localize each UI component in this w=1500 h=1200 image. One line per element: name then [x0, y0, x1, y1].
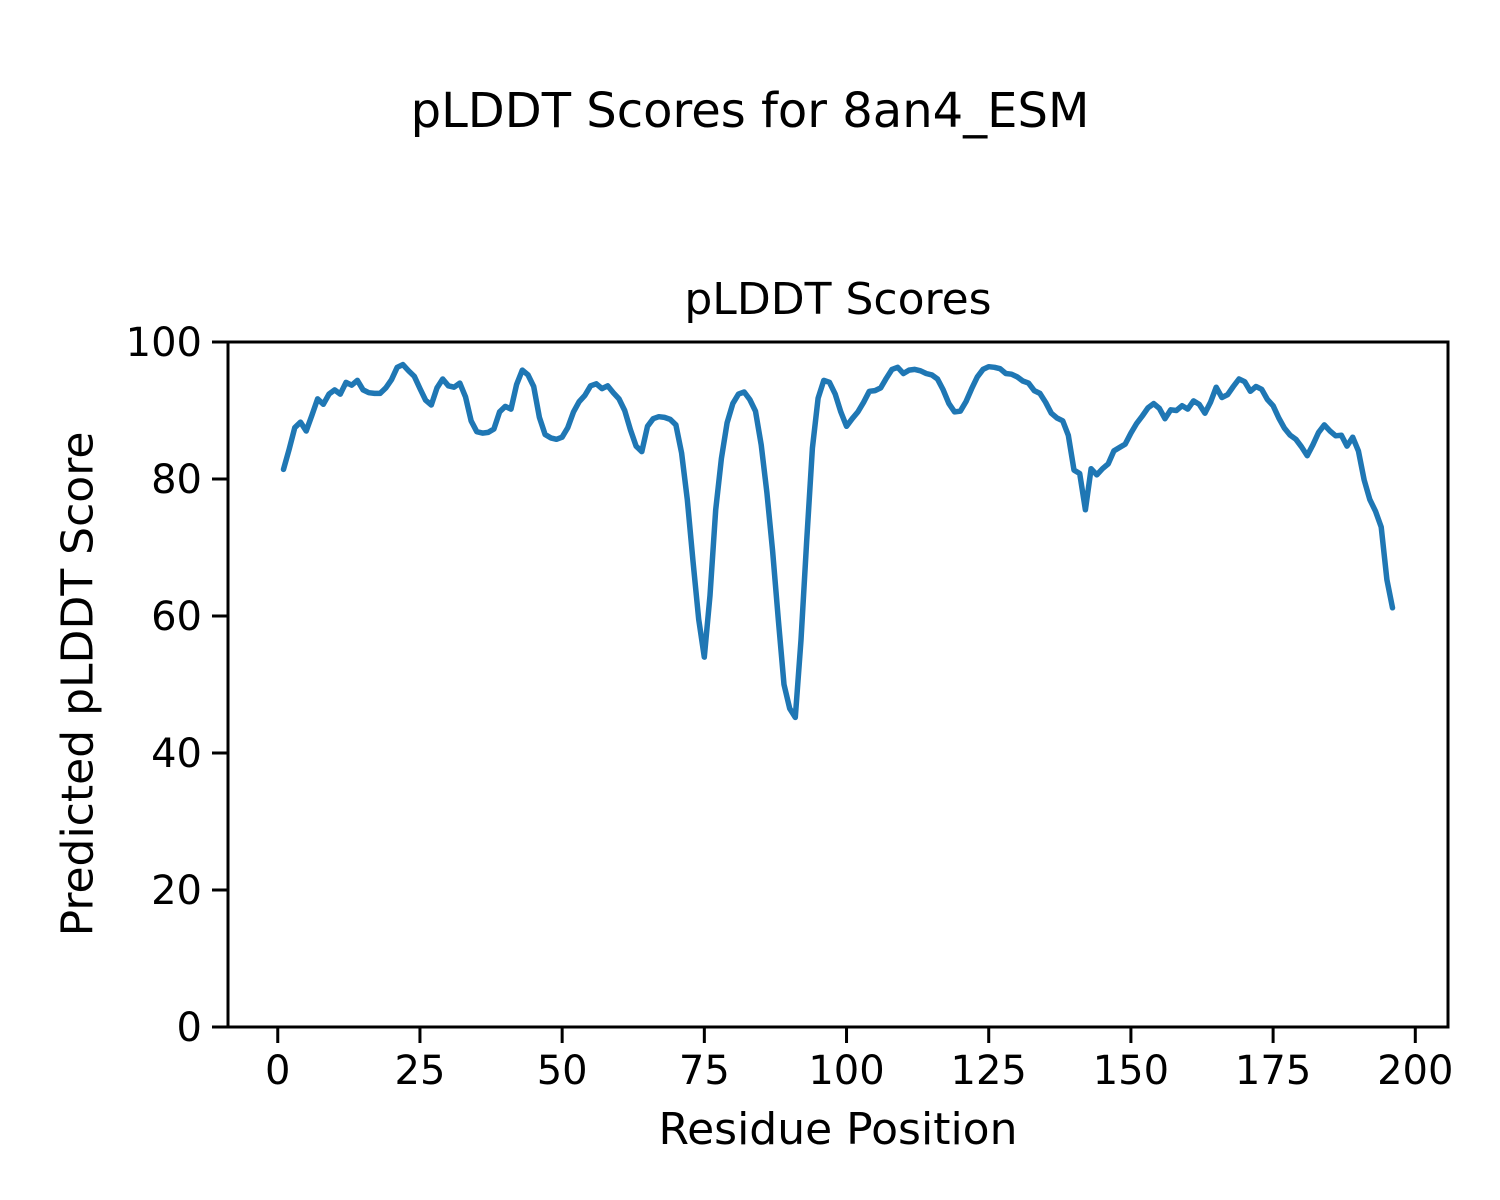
x-axis-label: Residue Position	[658, 1104, 1018, 1155]
x-tick-label: 175	[1235, 1048, 1311, 1094]
y-axis-label: Predicted pLDDT Score	[52, 431, 104, 937]
x-tick-label: 200	[1377, 1048, 1453, 1094]
y-tick-label: 0	[177, 1005, 202, 1051]
x-tick-label: 50	[537, 1048, 588, 1094]
plddt-line	[280, 361, 1396, 721]
figure-suptitle: pLDDT Scores for 8an4_ESM	[410, 83, 1090, 139]
y-tick-label: 40	[151, 731, 202, 777]
x-tick-label: 75	[679, 1048, 730, 1094]
y-tick-label: 20	[151, 868, 202, 914]
y-tick-label: 100	[126, 320, 202, 366]
x-tick-label: 0	[265, 1048, 290, 1094]
x-tick-label: 150	[1093, 1048, 1169, 1094]
x-tick-label: 125	[951, 1048, 1027, 1094]
axes-spines	[226, 340, 1450, 1029]
x-tick-label: 100	[808, 1048, 884, 1094]
y-tick-label: 80	[151, 457, 202, 503]
x-tick-label: 25	[395, 1048, 446, 1094]
axes-title: pLDDT Scores	[684, 274, 992, 325]
y-tick-label: 60	[151, 594, 202, 640]
